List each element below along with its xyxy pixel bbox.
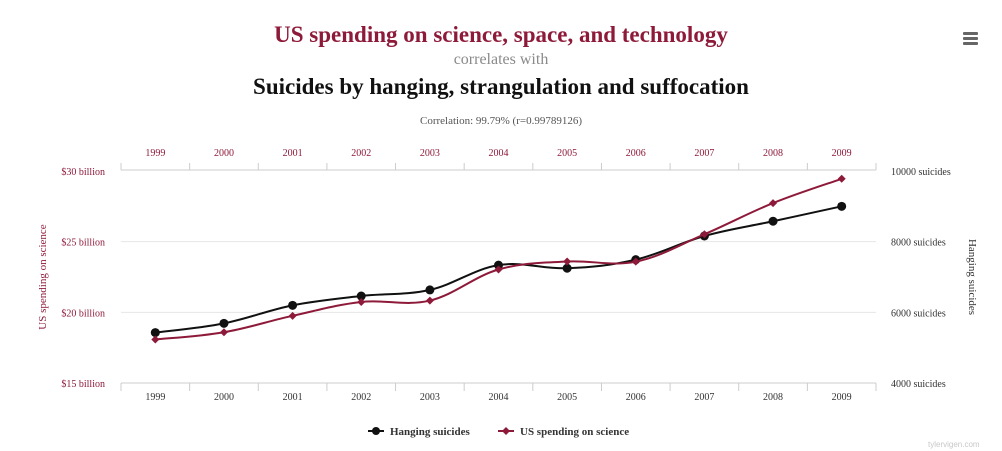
x-tick-label-bottom: 2000 [214, 392, 234, 403]
y-right-tick-label: 4000 suicides [891, 379, 946, 390]
legend-item-hanging-suicides[interactable]: Hanging suicides [390, 426, 470, 438]
x-tick-label-top: 2008 [763, 148, 783, 159]
y-right-tick-label: 8000 suicides [891, 238, 946, 249]
data-point-hanging-suicides [425, 285, 435, 295]
x-tick-label-top: 2009 [832, 148, 852, 159]
chart-connector-text: correlates with [453, 51, 549, 68]
data-point-us-spending-on-science [425, 296, 434, 305]
legend-item-us-spending-on-science[interactable]: US spending on science [520, 426, 629, 438]
x-tick-label-bottom: 2005 [557, 392, 577, 403]
y-right-tick-label: 6000 suicides [891, 308, 946, 319]
chart-title-secondary: Suicides by hanging, strangulation and s… [253, 74, 749, 99]
legend-marker-us-spending-on-science [502, 427, 510, 435]
data-point-us-spending-on-science [700, 230, 709, 239]
chart-title-primary: US spending on science, space, and techn… [274, 22, 728, 47]
x-tick-label-top: 2004 [489, 148, 509, 159]
correlation-subtitle: Correlation: 99.79% (r=0.99789126) [419, 115, 582, 127]
x-tick-label-bottom: 2003 [420, 392, 440, 403]
x-tick-label-top: 2000 [214, 148, 234, 159]
data-point-us-spending-on-science [563, 257, 572, 266]
data-point-hanging-suicides [356, 291, 366, 301]
x-tick-label-bottom: 2007 [694, 392, 714, 403]
x-tick-label-bottom: 2002 [351, 392, 371, 403]
data-point-us-spending-on-science [631, 257, 640, 266]
y-right-axis-title: Hanging suicides [966, 239, 978, 315]
x-tick-label-bottom: 2009 [832, 392, 852, 403]
watermark: tylervigen.com [928, 440, 980, 449]
data-point-hanging-suicides [768, 216, 778, 226]
data-point-us-spending-on-science [494, 265, 503, 274]
data-point-hanging-suicides [288, 300, 298, 310]
x-tick-label-bottom: 2006 [626, 392, 646, 403]
x-tick-label-top: 2003 [420, 148, 440, 159]
x-tick-label-bottom: 2008 [763, 392, 783, 403]
data-point-us-spending-on-science [288, 311, 297, 320]
x-tick-label-top: 2001 [283, 148, 303, 159]
x-tick-label-top: 1999 [145, 148, 165, 159]
x-tick-label-top: 2005 [557, 148, 577, 159]
data-point-hanging-suicides [150, 328, 160, 338]
data-point-us-spending-on-science [151, 335, 160, 344]
x-tick-label-top: 2002 [351, 148, 371, 159]
data-point-hanging-suicides [837, 201, 847, 211]
data-point-us-spending-on-science [769, 199, 778, 208]
x-tick-label-top: 2006 [626, 148, 646, 159]
data-point-us-spending-on-science [357, 297, 366, 306]
y-right-tick-label: 10000 suicides [891, 167, 951, 178]
x-tick-label-bottom: 2004 [489, 392, 509, 403]
data-point-hanging-suicides [219, 318, 229, 328]
y-left-axis-title: US spending on science [37, 224, 49, 330]
data-point-us-spending-on-science [219, 328, 228, 337]
y-left-tick-label: $25 billion [61, 238, 105, 249]
x-tick-label-top: 2007 [694, 148, 714, 159]
x-tick-label-bottom: 2001 [283, 392, 303, 403]
y-left-tick-label: $30 billion [61, 167, 105, 178]
hamburger-menu-icon[interactable] [963, 32, 978, 46]
y-left-tick-label: $20 billion [61, 308, 105, 319]
y-left-tick-label: $15 billion [61, 379, 105, 390]
legend-marker-hanging-suicides [372, 427, 380, 435]
data-point-us-spending-on-science [837, 174, 846, 183]
x-tick-label-bottom: 1999 [145, 392, 165, 403]
data-point-hanging-suicides [494, 260, 503, 270]
data-point-hanging-suicides [562, 263, 572, 273]
